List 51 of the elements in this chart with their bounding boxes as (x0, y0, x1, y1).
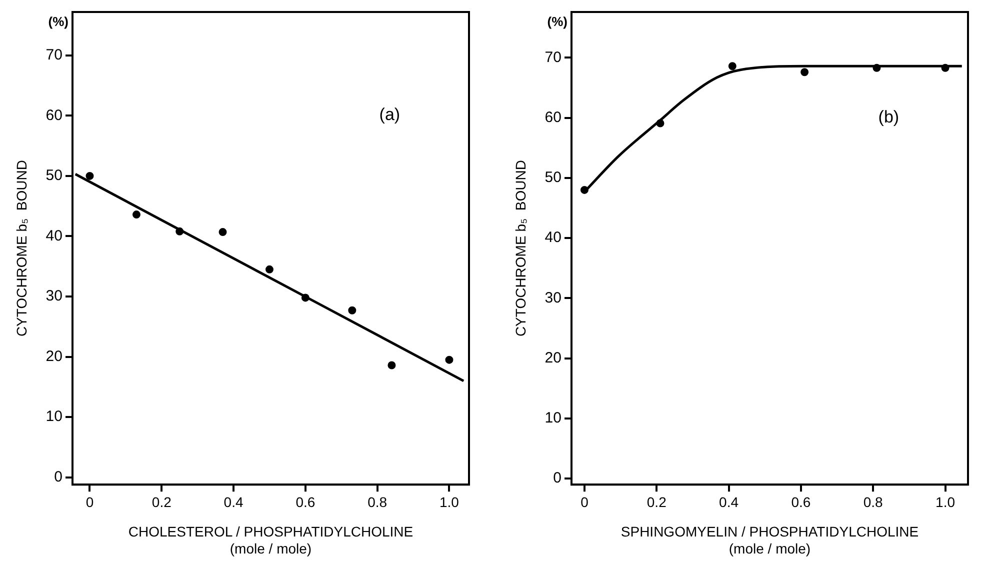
point (218, 228, 227, 236)
x-tick-label: 1.0 (439, 494, 460, 510)
x-axis-title: CHOLESTEROL / PHOSPHATIDYLCHOLINE (mole / mole) (128, 524, 414, 556)
x-axis-title: SPHINGOMYELIN / PHOSPHATIDYLCHOLINE (mole / mole) (620, 524, 919, 556)
point (728, 62, 736, 70)
point (800, 68, 809, 76)
x-tick-label: 0.2 (152, 494, 172, 510)
y-tick-label: 30 (544, 289, 562, 306)
y-tick-label: 30 (46, 288, 62, 305)
point (86, 172, 94, 180)
y-tick-label: 50 (544, 169, 562, 186)
point (580, 186, 588, 194)
y-tick-label: 0 (54, 468, 62, 486)
text: (%) (547, 14, 568, 30)
x-tick-label: 0.8 (368, 494, 388, 510)
point (348, 306, 356, 314)
y-tick-label: 70 (46, 46, 62, 64)
y-tick-label: 70 (544, 48, 562, 66)
point (872, 64, 881, 72)
point (132, 210, 140, 219)
x-tick-label: 0.4 (719, 494, 739, 510)
y-tick-label: 20 (46, 348, 62, 365)
x-tick-label: 0 (86, 494, 94, 510)
y-axis-title: CYTOCHROME b₅ BOUND (512, 160, 528, 337)
x-tick-label: 0.8 (863, 494, 884, 510)
x-tick-label: 0.6 (791, 494, 811, 510)
point (941, 64, 950, 72)
x-tick-label: 0 (580, 494, 589, 510)
point (301, 294, 310, 302)
x-tick-label: 0.4 (224, 494, 244, 510)
y-tick-label: 40 (544, 229, 562, 246)
y-tick-label: 10 (544, 410, 562, 427)
point (265, 265, 274, 274)
y-tick-label: 50 (46, 167, 62, 184)
x-tick-label: 0.6 (296, 494, 316, 510)
point (445, 356, 454, 364)
y-tick-label: 60 (544, 108, 562, 126)
y-tick-label: 20 (544, 349, 562, 366)
x-tick-label: 1.0 (936, 494, 956, 510)
x-tick-label: 0.2 (646, 494, 667, 510)
y-tick-label: 60 (46, 106, 62, 124)
y-tick-label: 10 (46, 408, 62, 426)
y-tick-label: 40 (46, 227, 62, 244)
point (388, 361, 396, 370)
annotation: (b) (878, 107, 900, 126)
annotation: (a) (379, 105, 400, 124)
y-tick-label: 0 (553, 470, 562, 487)
point (656, 119, 664, 128)
point (176, 227, 184, 236)
text: (%) (48, 14, 68, 30)
y-axis-title: CYTOCHROME b₅ BOUND (13, 160, 30, 337)
